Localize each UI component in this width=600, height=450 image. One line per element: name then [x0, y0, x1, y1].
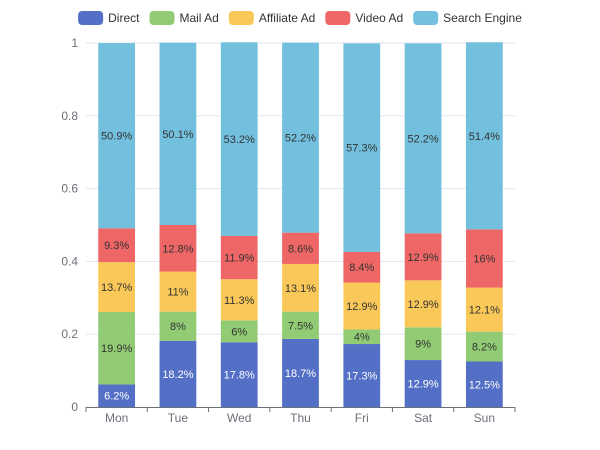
bar-segment[interactable]: [343, 43, 381, 252]
data-label: 12.9%: [346, 301, 377, 313]
data-label: 12.9%: [407, 252, 438, 264]
bar-segment[interactable]: [404, 43, 442, 234]
bar-segment[interactable]: [159, 42, 197, 225]
legend-swatch[interactable]: [228, 11, 254, 25]
legend-label: Video Ad: [355, 11, 403, 25]
bar-segment[interactable]: [282, 263, 319, 312]
bar-segment[interactable]: [159, 271, 197, 312]
x-tick-label: Fri: [355, 411, 369, 425]
data-label: 13.7%: [101, 282, 132, 294]
x-tick-label: Tue: [168, 411, 189, 425]
legend-label: Mail Ad: [179, 11, 218, 25]
y-tick-label: 0.6: [61, 182, 78, 196]
legend-swatch[interactable]: [325, 11, 351, 25]
bar-segment[interactable]: [404, 280, 442, 328]
data-label: 52.2%: [285, 133, 316, 145]
y-tick-label: 0.4: [61, 254, 78, 268]
bar-segment[interactable]: [404, 360, 442, 407]
x-axis: Mon Tue Wed Thu Fri Sat Sun: [85, 407, 516, 425]
data-label: 51.4%: [469, 131, 500, 143]
data-label: 9%: [415, 339, 431, 351]
bar-segment[interactable]: [465, 229, 503, 288]
data-label: 18.2%: [162, 369, 193, 381]
data-label: 6%: [231, 326, 247, 338]
bar-segment[interactable]: [220, 342, 258, 407]
data-label: 17.3%: [346, 371, 377, 383]
data-label: 8.2%: [472, 342, 497, 354]
bar-segment[interactable]: [343, 329, 381, 345]
data-label: 17.8%: [224, 370, 255, 382]
data-label: 12.1%: [469, 305, 500, 317]
y-tick-label: 0: [71, 400, 78, 414]
y-tick-label: 0.8: [61, 109, 78, 123]
data-label: 57.3%: [346, 143, 377, 155]
bar-segment[interactable]: [465, 42, 503, 230]
data-label: 4%: [354, 332, 370, 344]
data-label: 12.5%: [469, 379, 500, 391]
data-label: 8.6%: [288, 243, 313, 255]
data-label: 50.9%: [101, 131, 132, 143]
bar-segment[interactable]: [159, 311, 197, 341]
data-label: 6.2%: [104, 391, 129, 403]
x-tick-label: Sat: [414, 411, 433, 425]
data-label: 12.8%: [162, 243, 193, 255]
bar-segment[interactable]: [98, 311, 136, 385]
bar-segment[interactable]: [282, 232, 319, 264]
bar-segment[interactable]: [282, 338, 319, 407]
legend-label: Search Engine: [443, 11, 522, 25]
x-tick-label: Sun: [474, 411, 495, 425]
bar-segment[interactable]: [220, 320, 258, 343]
legend[interactable]: Direct Mail Ad Affiliate Ad Video Ad Search …: [78, 11, 522, 25]
x-tick-label: Mon: [105, 411, 128, 425]
bar-segment[interactable]: [159, 340, 197, 407]
bar-segment[interactable]: [98, 384, 136, 407]
bar-segment[interactable]: [282, 42, 319, 233]
bar-segment[interactable]: [343, 282, 381, 330]
y-tick-label: 1: [71, 36, 78, 50]
data-label: 53.2%: [224, 134, 255, 146]
data-label: 8%: [170, 321, 186, 333]
bar-segment[interactable]: [98, 43, 136, 229]
bars: 6.2% 19.9% 13.7% 9.3% 50.9% 18.2% 8% 11% 12.8% 50…: [98, 42, 503, 408]
bar-segment[interactable]: [343, 344, 381, 407]
bar-segment[interactable]: [220, 279, 258, 321]
data-label: 13.1%: [285, 283, 316, 295]
data-label: 11.9%: [224, 253, 255, 265]
legend-label: Direct: [108, 11, 140, 25]
bar-segment[interactable]: [159, 225, 197, 272]
bar-segment[interactable]: [465, 331, 503, 362]
data-label: 7.5%: [288, 320, 313, 332]
data-label: 16%: [473, 253, 495, 265]
data-label: 11.3%: [224, 295, 255, 307]
legend-swatch[interactable]: [149, 11, 175, 25]
data-label: 18.7%: [285, 368, 316, 380]
bar-segment[interactable]: [465, 361, 503, 408]
legend-swatch[interactable]: [413, 11, 439, 25]
data-label: 8.4%: [349, 262, 374, 274]
legend-label: Affiliate Ad: [259, 11, 315, 25]
bar-segment[interactable]: [220, 235, 258, 280]
data-label: 12.9%: [407, 299, 438, 311]
data-label: 11%: [167, 287, 188, 299]
bar-segment[interactable]: [220, 42, 258, 236]
x-tick-label: Thu: [290, 411, 311, 425]
bar-segment[interactable]: [465, 287, 503, 332]
legend-swatch[interactable]: [78, 11, 104, 25]
y-axis: 0 0.2 0.4 0.6 0.8 1: [61, 36, 78, 414]
data-label: 12.9%: [407, 379, 438, 391]
x-tick-label: Wed: [227, 411, 251, 425]
bar-segment[interactable]: [282, 311, 319, 339]
bar-segment[interactable]: [404, 233, 442, 281]
data-label: 9.3%: [104, 240, 129, 252]
y-tick-label: 0.2: [61, 327, 78, 341]
bar-segment[interactable]: [98, 262, 136, 312]
bar-segment[interactable]: [404, 327, 442, 361]
bar-segment[interactable]: [343, 251, 381, 283]
data-label: 19.9%: [101, 343, 132, 355]
data-label: 50.1%: [162, 129, 193, 141]
bar-segment[interactable]: [98, 228, 136, 263]
data-label: 52.2%: [407, 133, 438, 145]
